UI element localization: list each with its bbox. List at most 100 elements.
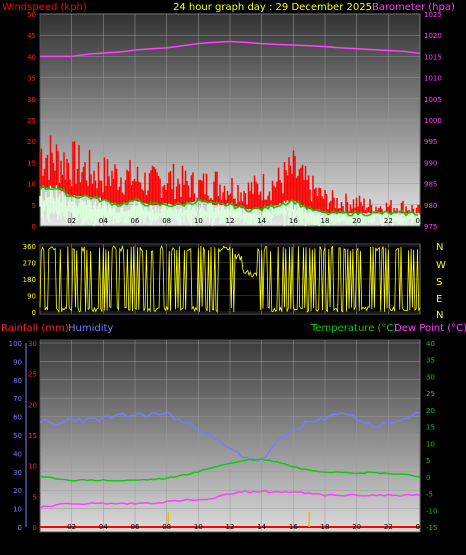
humidity-tick-label: 30 <box>13 469 22 477</box>
temperature-line <box>39 458 421 482</box>
humidity-tick-label: 50 <box>13 432 22 440</box>
x-tick-label: 04 <box>99 217 108 225</box>
climate-panel-x-axis: 02 04 06 08 10 12 14 16 18 20 22 00 <box>67 523 424 531</box>
humidity-tick-label: 70 <box>13 395 22 403</box>
x-tick-label: 18 <box>321 217 330 225</box>
windspeed-axis: 0 5 10 15 20 25 30 35 40 45 50 <box>27 11 36 231</box>
windspeed-tick-label: 5 <box>32 202 36 210</box>
temperature-tick-label: -15 <box>426 524 437 532</box>
windspeed-label: Windspeed (kph) <box>2 2 87 13</box>
windspeed-tick-label: 0 <box>32 223 36 231</box>
compass-n-top: N <box>436 242 443 253</box>
x-tick-label: 20 <box>352 217 361 225</box>
temperature-tick-label: 0 <box>426 474 430 482</box>
graph-title: 24 hour graph day : 29 December 2025 <box>173 2 372 13</box>
x-tick-label: 02 <box>67 523 76 531</box>
temperature-tick-label: -5 <box>426 491 433 499</box>
barometer-tick-label: 1000 <box>424 117 442 125</box>
barometer-line <box>40 40 421 58</box>
temperature-tick-label: 10 <box>426 440 435 448</box>
humidity-tick-label: 20 <box>13 487 22 495</box>
windspeed-tick-label: 15 <box>27 159 36 167</box>
barometer-tick-label: 985 <box>424 181 437 189</box>
compass-labels: N W S E N <box>436 242 446 321</box>
humidity-label: Humidity <box>68 323 113 334</box>
direction-tick-label: 180 <box>23 276 36 284</box>
temperature-tick-label: 35 <box>426 357 435 365</box>
barometer-tick-label: 995 <box>424 138 437 146</box>
windspeed-tick-label: 25 <box>27 117 36 125</box>
temperature-tick-label: 40 <box>426 340 435 348</box>
windspeed-tick-label: 50 <box>27 11 36 19</box>
direction-tick-label: 360 <box>23 243 36 251</box>
wind-panel-series <box>39 40 421 226</box>
temperature-axis: -15 -10 -5 0 5 10 15 20 25 30 35 40 <box>426 340 437 532</box>
barometer-label: Barometer (hpa) <box>372 2 455 13</box>
x-tick-label: 12 <box>226 217 235 225</box>
temperature-tick-label: 5 <box>426 457 430 465</box>
x-tick-label: 02 <box>67 217 76 225</box>
x-tick-label: 06 <box>131 217 140 225</box>
x-tick-label: 04 <box>99 523 108 531</box>
climate-panel-series <box>39 410 421 528</box>
barometer-tick-label: 975 <box>424 223 437 231</box>
x-tick-label: 10 <box>194 217 203 225</box>
barometer-tick-label: 1005 <box>424 96 442 104</box>
x-tick-label: 22 <box>384 523 393 531</box>
rainfall-axis: 0 5 10 15 20 25 30 <box>28 340 37 532</box>
compass-w: W <box>436 260 446 271</box>
windspeed-tick-label: 20 <box>27 138 36 146</box>
x-tick-label: 08 <box>162 523 171 531</box>
barometer-tick-label: 1020 <box>424 32 442 40</box>
humidity-tick-label: 80 <box>13 377 22 385</box>
compass-e: E <box>436 294 442 305</box>
rainfall-tick-label: 0 <box>33 524 37 532</box>
temperature-tick-label: 20 <box>426 407 435 415</box>
x-tick-label: 22 <box>384 217 393 225</box>
dewpoint-label: Dew Point (°C) <box>394 323 466 334</box>
x-tick-label: 00 <box>416 217 425 225</box>
x-tick-label: 12 <box>226 523 235 531</box>
compass-s: S <box>436 277 442 288</box>
humidity-tick-label: 40 <box>13 450 22 458</box>
humidity-tick-label: 100 <box>9 340 22 348</box>
x-tick-label: 06 <box>131 523 140 531</box>
barometer-tick-label: 990 <box>424 159 437 167</box>
barometer-tick-label: 1015 <box>424 53 442 61</box>
barometer-axis: 975 980 985 990 995 1000 1005 1010 1015 1020 1025 <box>424 11 442 231</box>
x-tick-label: 00 <box>416 523 425 531</box>
x-tick-label: 08 <box>162 217 171 225</box>
temperature-tick-label: 30 <box>426 373 435 381</box>
rainfall-tick-label: 5 <box>33 493 37 501</box>
temperature-label: Temperature (°C) <box>310 323 397 334</box>
temperature-tick-label: -10 <box>426 507 437 515</box>
barometer-tick-label: 1025 <box>424 11 442 19</box>
rainfall-tick-label: 25 <box>28 371 37 379</box>
direction-panel-series <box>39 245 421 314</box>
x-tick-label: 14 <box>257 523 266 531</box>
direction-axis: 0 90 180 270 360 <box>23 243 36 317</box>
x-tick-label: 14 <box>257 217 266 225</box>
compass-n-bottom: N <box>436 310 443 321</box>
direction-tick-label: 0 <box>32 309 36 317</box>
rainfall-label: Rainfall (mm) <box>1 323 69 334</box>
wind-direction-trace <box>39 245 421 314</box>
x-tick-label: 16 <box>289 523 298 531</box>
dewpoint-line <box>39 490 421 509</box>
rainfall-tick-label: 30 <box>28 340 37 348</box>
x-tick-label: 16 <box>289 217 298 225</box>
x-tick-label: 18 <box>321 523 330 531</box>
windspeed-tick-label: 30 <box>27 96 36 104</box>
direction-tick-label: 270 <box>23 260 36 268</box>
humidity-line <box>39 410 421 463</box>
humidity-axis: 0 10 20 30 40 50 60 70 80 90 100 <box>9 340 27 532</box>
temperature-tick-label: 25 <box>426 390 435 398</box>
windspeed-tick-label: 40 <box>27 53 36 61</box>
barometer-tick-label: 980 <box>424 202 437 210</box>
windspeed-tick-label: 10 <box>27 181 36 189</box>
x-tick-label: 20 <box>352 523 361 531</box>
humidity-tick-label: 90 <box>13 358 22 366</box>
x-tick-label: 10 <box>194 523 203 531</box>
